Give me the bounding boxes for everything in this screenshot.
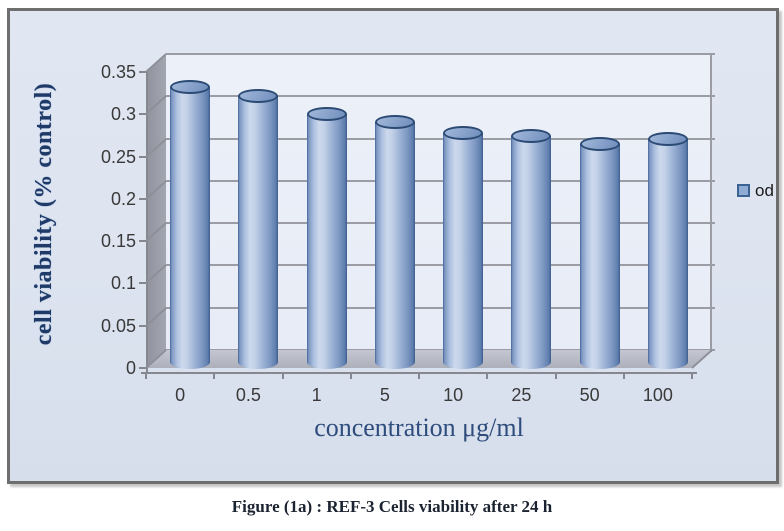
- gridline: [166, 53, 715, 55]
- side-wall: [146, 54, 166, 368]
- x-tick: [281, 373, 284, 379]
- legend: od: [737, 182, 774, 199]
- bar-cylinder-top: [306, 106, 347, 121]
- x-category-label: 1: [311, 385, 322, 405]
- floor: [146, 350, 712, 368]
- x-category-label: 100: [642, 385, 673, 405]
- gridline: [166, 306, 715, 309]
- y-tick-label: 0.35: [100, 62, 136, 82]
- bar-cylinder: [374, 122, 415, 369]
- y-tick: [139, 197, 146, 200]
- x-tick: [145, 373, 147, 379]
- bar-cylinder: [511, 136, 552, 369]
- y-tick: [139, 113, 146, 116]
- y-tick: [139, 367, 146, 369]
- y-axis: [146, 72, 148, 373]
- x-category-label: 0.5: [235, 385, 261, 405]
- y-tick: [139, 155, 146, 158]
- y-tick-label: 0.1: [110, 273, 136, 294]
- gridline: [166, 179, 715, 182]
- y-tick-label: 0.2: [110, 188, 136, 209]
- plot-area: 0 0.05 0.1 0.15 0.2 0.25 0.3 0.35 0 0.5 1 5 10 25 50 10…: [10, 11, 776, 481]
- y-tick: [139, 324, 146, 327]
- x-tick: [622, 373, 625, 379]
- bar-cylinder: [170, 87, 211, 369]
- y-tick-label: 0: [125, 358, 136, 378]
- gridline: [166, 222, 715, 225]
- bar-cylinder-top: [511, 129, 552, 144]
- bar-cylinder-top: [238, 88, 279, 103]
- figure-caption: Figure (1a) : REF-3 Cells viability afte…: [231, 497, 553, 516]
- bar-cylinder: [443, 132, 484, 369]
- bar-cylinder-top: [374, 115, 415, 130]
- y-tick: [139, 240, 146, 243]
- gridline: [166, 95, 715, 98]
- wall-right-edge: [710, 54, 712, 352]
- x-category-label: 5: [379, 385, 390, 405]
- legend-marker-icon: [737, 184, 750, 197]
- x-category-label: 50: [579, 385, 600, 405]
- bar-cylinder: [238, 95, 279, 369]
- x-axis-title: concentration μg/ml: [314, 413, 524, 442]
- bar-cylinder: [647, 138, 688, 369]
- x-tick: [554, 373, 557, 379]
- x-tick: [691, 373, 693, 379]
- bar-cylinder-top: [579, 136, 620, 151]
- legend-label: od: [755, 181, 774, 200]
- y-tick-label: 0.25: [100, 146, 136, 167]
- chart-area: 0 0.05 0.1 0.15 0.2 0.25 0.3 0.35 0 0.5 1 5 10 25 50 10…: [7, 8, 779, 484]
- bar-cylinder: [306, 113, 347, 369]
- x-category-label: 25: [511, 385, 532, 405]
- y-tick-label: 0.3: [110, 104, 136, 125]
- gridline: [166, 137, 715, 140]
- bar-cylinder-top: [443, 125, 484, 140]
- gridline: [166, 264, 715, 267]
- bar-cylinder-top: [170, 80, 211, 95]
- y-tick-label: 0.15: [100, 231, 136, 252]
- x-tick: [349, 373, 352, 379]
- y-axis-title: cell viability (% control): [31, 82, 57, 346]
- x-tick: [213, 373, 216, 379]
- x-category-label: 10: [443, 385, 464, 405]
- x-tick: [418, 373, 420, 379]
- y-tick: [139, 71, 146, 73]
- bar-cylinder-top: [647, 131, 688, 146]
- x-tick: [486, 373, 489, 379]
- y-tick: [139, 282, 146, 285]
- y-tick-label: 0.05: [100, 315, 136, 336]
- bar-cylinder: [579, 143, 620, 369]
- x-category-label: 0: [175, 385, 186, 405]
